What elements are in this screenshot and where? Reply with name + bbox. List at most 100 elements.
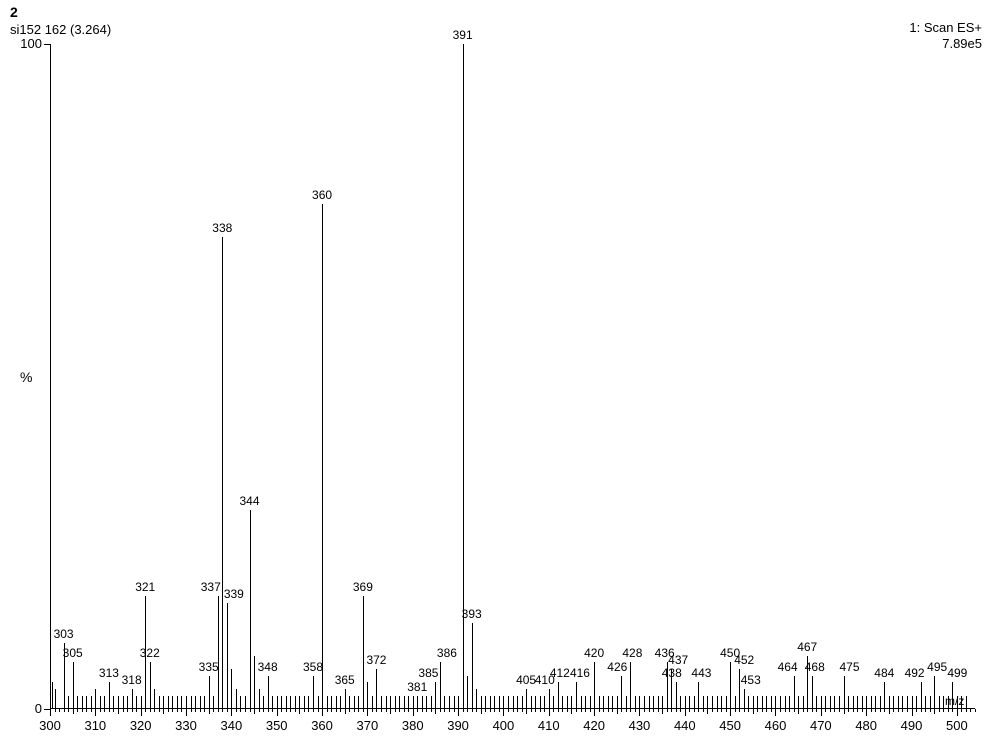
y-axis-line (50, 44, 51, 709)
x-minor-tick (626, 709, 627, 712)
spectrum-peak (567, 696, 568, 709)
spectrum-peak (694, 696, 695, 709)
spectrum-peak (803, 696, 804, 709)
x-minor-tick (408, 709, 409, 712)
spectrum-peak (853, 696, 854, 709)
y-axis-label: % (20, 369, 32, 385)
x-minor-tick (948, 709, 949, 712)
x-tick-label: 470 (810, 718, 832, 733)
x-minor-tick (794, 709, 795, 712)
x-minor-tick (363, 709, 364, 712)
x-minor-tick (168, 709, 169, 712)
spectrum-peak (834, 696, 835, 709)
spectrum-peak (372, 696, 373, 709)
x-minor-tick (272, 709, 273, 712)
x-minor-tick (386, 709, 387, 712)
mass-spectrum-container: 2 si152 162 (3.264) 1: Scan ES+ 7.89e5 0… (0, 0, 1000, 752)
x-minor-tick (898, 709, 899, 712)
peak-label: 305 (63, 646, 83, 660)
peak-label: 468 (805, 660, 825, 674)
x-minor-tick (961, 709, 962, 712)
x-minor-tick (857, 709, 858, 712)
x-minor-tick (889, 709, 890, 714)
peak-label: 412 (550, 666, 570, 680)
spectrum-peak (490, 696, 491, 709)
x-minor-tick (581, 709, 582, 712)
spectrum-peak (608, 696, 609, 709)
spectrum-peak (934, 676, 935, 709)
spectrum-peak (893, 696, 894, 709)
x-tick-label: 440 (674, 718, 696, 733)
x-minor-tick (422, 709, 423, 712)
spectrum-peak (104, 696, 105, 709)
spectrum-peak (327, 696, 328, 709)
x-minor-tick (698, 709, 699, 712)
x-minor-tick (739, 709, 740, 712)
x-minor-tick (730, 709, 731, 716)
x-minor-tick (186, 709, 187, 716)
x-minor-tick (163, 709, 164, 714)
x-minor-tick (177, 709, 178, 712)
spectrum-peak (363, 596, 364, 709)
x-minor-tick (612, 709, 613, 712)
spectrum-peak (590, 696, 591, 709)
peak-label: 492 (905, 666, 925, 680)
spectrum-peak (513, 696, 514, 709)
spectrum-peak (458, 696, 459, 709)
x-minor-tick (431, 709, 432, 712)
x-minor-tick (685, 709, 686, 716)
spectrum-peak (163, 696, 164, 709)
x-minor-tick (458, 709, 459, 716)
spectrum-peak (649, 696, 650, 709)
x-minor-tick (485, 709, 486, 712)
x-minor-tick (55, 709, 56, 712)
x-minor-tick (585, 709, 586, 712)
spectrum-peak (658, 696, 659, 709)
x-minor-tick (136, 709, 137, 712)
spectrum-peak (517, 696, 518, 709)
x-minor-tick (367, 709, 368, 716)
x-minor-tick (73, 709, 74, 714)
spectrum-peak (100, 696, 101, 709)
x-minor-tick (218, 709, 219, 712)
spectrum-peak (730, 662, 731, 709)
x-tick-label: 300 (39, 718, 61, 733)
x-minor-tick (336, 709, 337, 712)
x-minor-tick (871, 709, 872, 712)
peak-label: 405 (516, 673, 536, 687)
peak-label: 438 (662, 666, 682, 680)
x-minor-tick (844, 709, 845, 714)
spectrum-peak (218, 596, 219, 709)
x-minor-tick (77, 709, 78, 712)
spectrum-peak (816, 696, 817, 709)
peak-label: 344 (239, 494, 259, 508)
spectrum-peak (222, 237, 223, 709)
x-minor-tick (576, 709, 577, 712)
spectrum-peak (186, 696, 187, 709)
x-minor-tick (308, 709, 309, 712)
x-minor-tick (123, 709, 124, 712)
peak-label: 372 (366, 653, 386, 667)
x-minor-tick (204, 709, 205, 712)
spectrum-peak (286, 696, 287, 709)
spectrum-peak (308, 696, 309, 709)
x-minor-tick (848, 709, 849, 712)
spectrum-peak (195, 696, 196, 709)
spectrum-peak (236, 689, 237, 709)
spectrum-peak (780, 696, 781, 709)
spectrum-peak (263, 696, 264, 709)
spectrum-peak (82, 696, 83, 709)
spectrum-peak (522, 696, 523, 709)
x-minor-tick (358, 709, 359, 712)
x-minor-tick (970, 709, 971, 712)
x-minor-tick (86, 709, 87, 712)
x-minor-tick (331, 709, 332, 712)
x-minor-tick (444, 709, 445, 712)
spectrum-peak (213, 696, 214, 709)
spectrum-peak (454, 696, 455, 709)
spectrum-peak (526, 689, 527, 709)
spectrum-peak (91, 696, 92, 709)
x-minor-tick (893, 709, 894, 712)
spectrum-peak (485, 696, 486, 709)
x-minor-tick (100, 709, 101, 712)
